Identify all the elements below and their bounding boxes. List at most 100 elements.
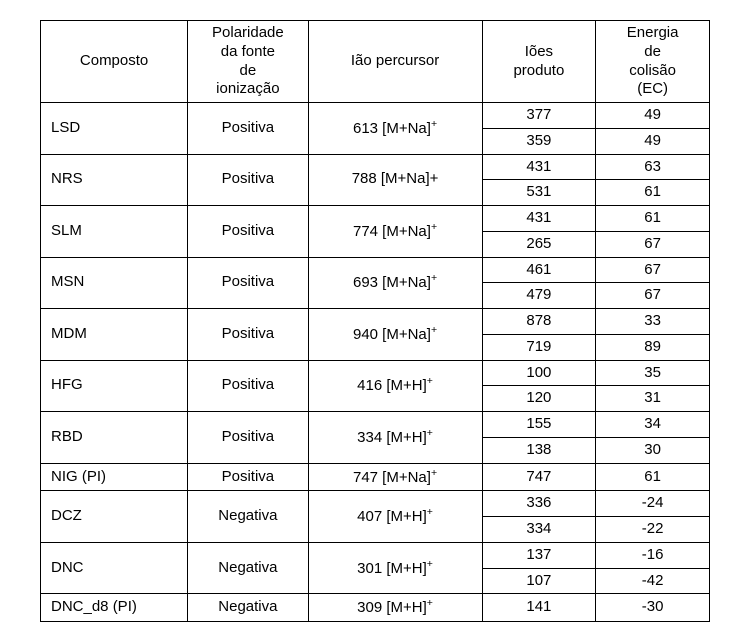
- table-row: NIG (PI)Positiva747 [M+Na]+74761: [41, 463, 710, 491]
- cell-energy: -24: [596, 491, 710, 517]
- polarity-line1: Polaridade: [212, 24, 284, 41]
- cell-product: 479: [482, 283, 596, 309]
- table-row: RBDPositiva334 [M+H]+15534: [41, 412, 710, 438]
- cell-energy: 61: [596, 463, 710, 491]
- cell-compound: SLM: [41, 206, 188, 258]
- cell-product: 107: [482, 568, 596, 594]
- cell-product: 265: [482, 231, 596, 257]
- cell-precursor: 416 [M+H]+: [308, 360, 482, 412]
- cell-product: 431: [482, 206, 596, 232]
- cell-product: 141: [482, 594, 596, 622]
- cell-energy: -30: [596, 594, 710, 622]
- table-row: LSDPositiva613 [M+Na]+37749: [41, 103, 710, 129]
- cell-energy: 67: [596, 257, 710, 283]
- cell-precursor: 693 [M+Na]+: [308, 257, 482, 309]
- cell-polarity: Negativa: [188, 491, 308, 543]
- cell-compound: DCZ: [41, 491, 188, 543]
- product-line1: Iões: [525, 43, 553, 60]
- cell-energy: 67: [596, 231, 710, 257]
- cell-precursor: 407 [M+H]+: [308, 491, 482, 543]
- cell-precursor: 774 [M+Na]+: [308, 206, 482, 258]
- cell-product: 336: [482, 491, 596, 517]
- polarity-line3: de: [240, 62, 257, 79]
- cell-product: 334: [482, 517, 596, 543]
- cell-energy: 49: [596, 103, 710, 129]
- cell-compound: DNC_d8 (PI): [41, 594, 188, 622]
- cell-energy: 63: [596, 154, 710, 180]
- cell-polarity: Positiva: [188, 309, 308, 361]
- cell-compound: LSD: [41, 103, 188, 155]
- cell-precursor: 613 [M+Na]+: [308, 103, 482, 155]
- cell-energy: 67: [596, 283, 710, 309]
- cell-energy: 35: [596, 360, 710, 386]
- cell-energy: 61: [596, 206, 710, 232]
- cell-compound: NRS: [41, 154, 188, 206]
- polarity-line2: da fonte: [221, 43, 275, 60]
- cell-product: 155: [482, 412, 596, 438]
- cell-polarity: Positiva: [188, 360, 308, 412]
- energy-line4: (EC): [637, 80, 668, 97]
- cell-compound: DNC: [41, 542, 188, 594]
- col-energy: Energia de colisão (EC): [596, 21, 710, 103]
- cell-precursor: 301 [M+H]+: [308, 542, 482, 594]
- table-row: MDMPositiva940 [M+Na]+87833: [41, 309, 710, 335]
- cell-polarity: Positiva: [188, 206, 308, 258]
- cell-compound: NIG (PI): [41, 463, 188, 491]
- cell-polarity: Negativa: [188, 542, 308, 594]
- cell-polarity: Negativa: [188, 594, 308, 622]
- cell-precursor: 940 [M+Na]+: [308, 309, 482, 361]
- table-row: SLMPositiva774 [M+Na]+43161: [41, 206, 710, 232]
- cell-energy: -42: [596, 568, 710, 594]
- cell-polarity: Positiva: [188, 103, 308, 155]
- cell-precursor: 788 [M+Na]+: [308, 154, 482, 206]
- cell-energy: 89: [596, 334, 710, 360]
- cell-energy: 33: [596, 309, 710, 335]
- cell-polarity: Positiva: [188, 412, 308, 464]
- cell-product: 719: [482, 334, 596, 360]
- col-product: Iões produto: [482, 21, 596, 103]
- cell-compound: MSN: [41, 257, 188, 309]
- cell-polarity: Positiva: [188, 463, 308, 491]
- cell-product: 431: [482, 154, 596, 180]
- cell-energy: -16: [596, 542, 710, 568]
- polarity-line4: ionização: [216, 80, 279, 97]
- cell-precursor: 747 [M+Na]+: [308, 463, 482, 491]
- cell-energy: 34: [596, 412, 710, 438]
- cell-compound: RBD: [41, 412, 188, 464]
- col-compound: Composto: [41, 21, 188, 103]
- compound-table: Composto Polaridade da fonte de ionizaçã…: [40, 20, 710, 622]
- cell-precursor: 309 [M+H]+: [308, 594, 482, 622]
- table-header: Composto Polaridade da fonte de ionizaçã…: [41, 21, 710, 103]
- table-row: MSNPositiva693 [M+Na]+46167: [41, 257, 710, 283]
- cell-compound: HFG: [41, 360, 188, 412]
- cell-energy: 30: [596, 437, 710, 463]
- cell-compound: MDM: [41, 309, 188, 361]
- energy-line3: colisão: [629, 62, 676, 79]
- cell-product: 100: [482, 360, 596, 386]
- energy-line1: Energia: [627, 24, 679, 41]
- table-row: DCZNegativa407 [M+H]+336-24: [41, 491, 710, 517]
- cell-energy: -22: [596, 517, 710, 543]
- cell-product: 120: [482, 386, 596, 412]
- cell-energy: 31: [596, 386, 710, 412]
- cell-product: 531: [482, 180, 596, 206]
- table-body: LSDPositiva613 [M+Na]+3774935949NRSPosit…: [41, 103, 710, 622]
- col-polarity: Polaridade da fonte de ionização: [188, 21, 308, 103]
- cell-energy: 61: [596, 180, 710, 206]
- cell-product: 878: [482, 309, 596, 335]
- cell-polarity: Positiva: [188, 257, 308, 309]
- product-line2: produto: [513, 62, 564, 79]
- table-row: HFGPositiva416 [M+H]+10035: [41, 360, 710, 386]
- table-row: DNC_d8 (PI)Negativa309 [M+H]+141-30: [41, 594, 710, 622]
- table-row: NRSPositiva788 [M+Na]+43163: [41, 154, 710, 180]
- page: Composto Polaridade da fonte de ionizaçã…: [0, 0, 750, 603]
- cell-product: 138: [482, 437, 596, 463]
- cell-product: 137: [482, 542, 596, 568]
- cell-precursor: 334 [M+H]+: [308, 412, 482, 464]
- cell-product: 461: [482, 257, 596, 283]
- table-row: DNCNegativa301 [M+H]+137-16: [41, 542, 710, 568]
- cell-product: 377: [482, 103, 596, 129]
- cell-product: 747: [482, 463, 596, 491]
- energy-line2: de: [644, 43, 661, 60]
- cell-product: 359: [482, 128, 596, 154]
